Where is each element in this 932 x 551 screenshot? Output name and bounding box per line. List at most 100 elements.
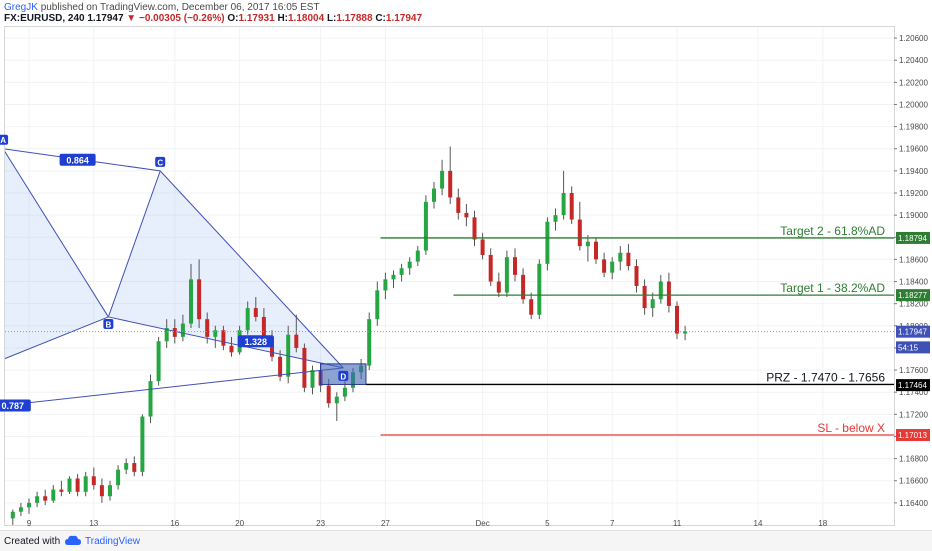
tradingview-cloud-icon [65,535,81,545]
symbol-label[interactable]: FX:EURUSD, 240 [4,13,85,24]
candle-body [221,330,226,346]
y-tick-label: 1.19800 [899,123,928,132]
y-tick-label: 1.19600 [899,145,928,154]
open-value: 1.17931 [238,13,275,24]
ratio-label: 0.787 [2,401,25,411]
x-tick-label: 23 [316,519,325,528]
ratio-label: 0.864 [66,155,89,165]
stop-loss-label: SL - below X [817,421,885,435]
candle-body [658,281,663,300]
candle-body [545,221,550,264]
y-tick-label: 1.19000 [899,211,928,220]
candle-body [537,263,542,315]
candle-body [440,170,445,189]
candle-body [375,290,380,320]
tradingview-brand[interactable]: TradingView [85,536,141,547]
pattern-point-a [0,134,9,145]
y-tick-label: 1.16800 [899,455,928,464]
y-tick-label: 1.16600 [899,477,928,486]
candle-body [245,308,250,331]
candle-body [148,381,153,417]
candle-body [302,347,307,388]
candle-body [415,250,420,262]
candle-body [310,370,315,388]
pattern-point-label: B [105,320,111,329]
created-with-text: Created with [4,536,61,547]
author-link[interactable]: GregJK [4,2,38,13]
plot-frame[interactable] [4,26,895,526]
candle-body [156,341,161,382]
prior-pattern-leg [5,108,6,109]
candle-body [594,241,598,260]
candle-body [253,308,258,317]
y-tick-label: 1.18600 [899,255,928,264]
candle-body [261,316,266,337]
x-tick-label: 11 [673,519,682,528]
pattern-leg-ab [5,150,109,318]
ratio-label-bg [237,335,274,348]
candle-body [205,319,210,337]
candle-body [43,496,48,501]
candle-body [529,299,534,315]
publish-info: GregJK published on TradingView.com, Dec… [4,2,320,13]
candle-body [108,485,112,497]
candle-body [448,170,453,198]
price-tag-label: 1.17947 [898,328,927,337]
candle-body [472,217,477,240]
candle-body [197,279,202,320]
y-tick-label: 1.17400 [899,388,928,397]
pattern-point-c [155,156,166,167]
x-tick-label: 13 [89,519,98,528]
pattern-leg-xa [0,149,3,423]
candle-body [432,188,436,202]
candle-body [189,279,193,324]
candle-body [124,463,129,470]
x-tick-label: 20 [235,519,244,528]
candle-body [132,463,137,472]
high-value: 1.18004 [288,13,325,24]
candle-body [99,485,104,497]
candle-body [383,279,388,291]
prior-pattern-fill [0,108,5,525]
candle-body [650,299,655,309]
candle-body [513,257,517,275]
close-label: C: [375,13,386,24]
y-tick-label: 1.19200 [899,189,928,198]
price-tag-label: 1.17013 [898,431,927,440]
down-arrow-icon: ▼ [126,13,137,24]
pattern-leg-cd [159,170,344,369]
candle-body [51,489,56,501]
candle-body [367,319,372,366]
candle-body [164,328,169,342]
candle-body [294,334,299,348]
candle-body [480,239,485,255]
price-tag-label: 1.17464 [898,381,927,390]
candle-body [561,193,566,216]
candle-body [399,268,404,275]
low-value: 1.17888 [336,13,373,24]
ratio-label-bg [59,153,96,166]
candle-body [334,396,339,404]
y-tick-label: 1.19400 [899,167,928,176]
pattern-point-d [338,370,349,381]
open-label: O: [227,13,239,24]
pattern-leg-xd [5,367,344,406]
y-tick-label: 1.16400 [899,499,928,508]
candle-body [577,219,582,247]
candle-body [59,489,64,492]
candle-body [326,385,331,404]
ohlc-legend: FX:EURUSD, 240 1.17947 ▼ −0.00305 (−0.26… [4,13,422,24]
plot-layer [0,108,688,525]
candle-body [407,261,412,269]
x-tick-label: 14 [754,519,763,528]
candle-body [683,331,688,334]
pattern-point-b [103,318,114,329]
candle-body [504,257,509,293]
high-label: H: [277,13,288,24]
last-price: 1.17947 [87,13,124,24]
chart-header: GregJK published on TradingView.com, Dec… [0,0,932,26]
x-tick-label: 5 [545,519,550,528]
y-tick-label: 1.20200 [899,78,928,87]
y-tick-label: 1.17200 [899,410,928,419]
